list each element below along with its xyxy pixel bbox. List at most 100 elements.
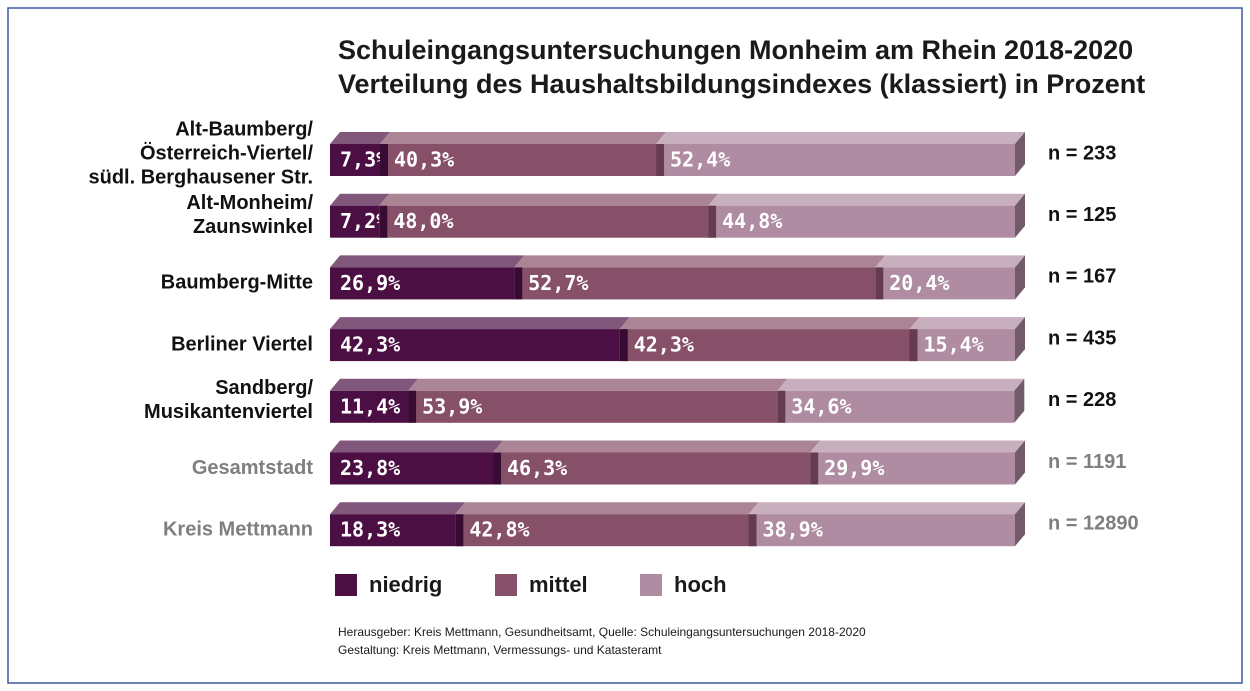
bar-top <box>875 255 1025 268</box>
bar-top <box>656 132 1025 144</box>
bar <box>330 390 409 423</box>
legend-swatch <box>640 574 662 596</box>
bar-edge <box>379 205 388 238</box>
bar <box>748 514 1015 547</box>
bar-top <box>514 255 886 268</box>
y-tick-label: Alt-Monheim/ <box>186 192 313 214</box>
data-label: 34,6% <box>791 394 851 418</box>
data-label: 46,3% <box>507 456 567 480</box>
data-label: 23,8% <box>340 456 400 480</box>
data-label: 26,9% <box>340 271 400 295</box>
y-tick-label: Alt-Baumberg/ <box>175 118 313 140</box>
legend-label: hoch <box>674 572 727 597</box>
data-label: 44,8% <box>722 209 782 233</box>
y-tick-label: Gesamtstadt <box>192 457 313 479</box>
bar-edge <box>656 144 665 176</box>
bar-top <box>330 440 504 453</box>
bar <box>514 267 876 300</box>
bar <box>777 390 1015 423</box>
bar-top <box>330 317 630 330</box>
bar-top <box>330 378 419 391</box>
legend-label: mittel <box>529 572 588 597</box>
bar <box>330 205 380 238</box>
footer: Herausgeber: Kreis Mettmann, Gesundheits… <box>338 625 866 639</box>
bar <box>909 329 1015 362</box>
n-label: n = 233 <box>1048 142 1116 164</box>
legend-swatch <box>495 574 517 596</box>
data-label: 11,4% <box>340 394 400 418</box>
n-label: n = 435 <box>1048 327 1116 349</box>
bar-edge <box>380 144 389 176</box>
y-tick-label: Musikantenviertel <box>144 401 313 423</box>
n-label: n = 1191 <box>1048 451 1126 473</box>
bar <box>619 329 910 362</box>
bar-top <box>379 193 719 206</box>
data-label: 42,3% <box>634 333 694 357</box>
bar-side <box>1015 502 1025 547</box>
bar-side <box>1015 193 1025 238</box>
n-label: n = 167 <box>1048 266 1116 288</box>
chart-subtitle: Verteilung des Haushaltsbildungsindexes … <box>338 69 1145 99</box>
bar <box>408 390 778 423</box>
bar-edge <box>408 390 417 423</box>
bar <box>330 267 515 300</box>
n-label: n = 228 <box>1048 389 1116 411</box>
bar-edge <box>875 267 884 300</box>
data-label: 52,4% <box>670 148 730 172</box>
data-label: 52,7% <box>528 271 588 295</box>
bar <box>656 144 1015 176</box>
data-label: 20,4% <box>889 271 949 295</box>
bar-edge <box>810 452 819 485</box>
bar <box>330 452 494 485</box>
n-label: n = 12890 <box>1048 512 1139 534</box>
y-tick-label: Zaunswinkel <box>193 216 313 238</box>
bar-top <box>619 317 920 330</box>
bar <box>330 144 381 176</box>
y-tick-label: südl. Berghausener Str. <box>88 166 313 188</box>
data-label: 38,9% <box>763 518 823 542</box>
bar <box>330 514 456 547</box>
data-label: 42,8% <box>469 518 529 542</box>
bar-top <box>748 502 1025 515</box>
bar <box>455 514 749 547</box>
data-label: 18,3% <box>340 518 400 542</box>
bar-edge <box>748 514 757 547</box>
bar-top <box>380 132 667 144</box>
bar-edge <box>619 329 628 362</box>
footer: Gestaltung: Kreis Mettmann, Vermessungs-… <box>338 643 662 657</box>
bar-top <box>330 193 390 206</box>
bar <box>708 205 1015 238</box>
data-label: 48,0% <box>393 209 453 233</box>
data-label: 40,3% <box>394 148 454 172</box>
bar-edge <box>514 267 523 300</box>
bar <box>875 267 1015 300</box>
bar <box>493 452 811 485</box>
y-tick-label: Österreich-Viertel/ <box>140 141 313 164</box>
bar-side <box>1015 132 1025 176</box>
bar-top <box>810 440 1025 453</box>
bar-top <box>330 255 525 268</box>
bar-edge <box>708 205 717 238</box>
y-tick-label: Baumberg-Mitte <box>161 272 313 294</box>
legend-swatch <box>335 574 357 596</box>
data-label: 15,4% <box>924 333 984 357</box>
bar <box>330 329 620 362</box>
bar-edge <box>493 452 502 485</box>
bar-top <box>330 132 391 144</box>
bar-side <box>1015 317 1025 362</box>
bar-top <box>909 317 1025 330</box>
data-label: 53,9% <box>422 394 482 418</box>
data-label: 42,3% <box>340 333 400 357</box>
y-tick-label: Berliner Viertel <box>171 333 313 355</box>
bar-edge <box>455 514 464 547</box>
bar-top <box>408 378 788 391</box>
bar-edge <box>909 329 918 362</box>
y-tick-label: Sandberg/ <box>215 377 313 399</box>
bar-top <box>777 378 1025 391</box>
bar-top <box>493 440 821 453</box>
bar-side <box>1015 255 1025 300</box>
chart-title: Schuleingangsuntersuchungen Monheim am R… <box>338 35 1133 65</box>
bar <box>810 452 1015 485</box>
bar <box>379 205 709 238</box>
